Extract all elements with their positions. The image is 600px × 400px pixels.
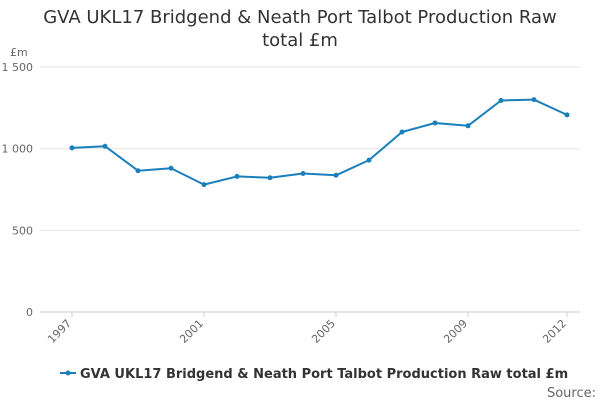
data-point[interactable]: [333, 172, 339, 178]
x-tick-label: 2005: [309, 317, 338, 346]
legend-marker: [65, 370, 71, 376]
x-axis: 1997 2001 2005 2009 2012: [45, 312, 569, 346]
x-tick-label: 2009: [441, 317, 470, 346]
data-point[interactable]: [135, 168, 141, 174]
x-tick-label: 1997: [45, 317, 74, 346]
y-tick-label: 0: [26, 306, 33, 319]
chart-title: GVA UKL17 Bridgend & Neath Port Talbot P…: [43, 7, 557, 51]
data-point[interactable]: [498, 97, 504, 103]
data-point[interactable]: [300, 170, 306, 176]
data-point[interactable]: [564, 112, 570, 118]
y-tick-label: 500: [12, 224, 33, 237]
data-point[interactable]: [366, 157, 372, 163]
data-point[interactable]: [69, 145, 75, 151]
data-point[interactable]: [399, 129, 405, 135]
gridlines: [40, 66, 580, 231]
source-label: Source:: [547, 386, 596, 400]
data-point[interactable]: [168, 165, 174, 171]
series-line: [71, 98, 568, 186]
legend-item-label: GVA UKL17 Bridgend & Neath Port Talbot P…: [80, 367, 568, 382]
y-axis-unit-label: £m: [10, 46, 28, 59]
data-point[interactable]: [531, 97, 537, 103]
x-tick-label: 2012: [540, 317, 569, 346]
y-axis: 0 500 1 000 1 500: [2, 61, 34, 319]
data-point[interactable]: [465, 123, 471, 129]
x-tick-label: 2001: [177, 317, 206, 346]
legend[interactable]: GVA UKL17 Bridgend & Neath Port Talbot P…: [60, 367, 568, 382]
y-tick-label: 1 500: [2, 61, 34, 74]
data-point[interactable]: [201, 182, 207, 188]
data-point[interactable]: [234, 173, 240, 179]
series-layer: [69, 97, 570, 188]
data-point[interactable]: [267, 175, 273, 181]
data-point[interactable]: [432, 120, 438, 126]
y-tick-label: 1 000: [2, 143, 34, 156]
data-point[interactable]: [102, 143, 108, 149]
